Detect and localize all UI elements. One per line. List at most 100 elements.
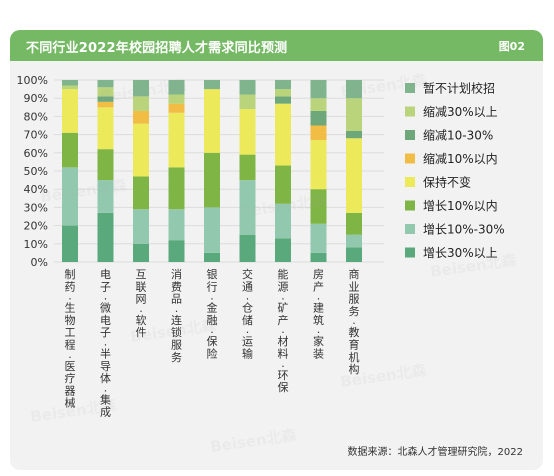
bar-segment — [97, 87, 114, 97]
bar-segment — [168, 240, 185, 262]
legend-swatch — [405, 83, 415, 93]
bar-segment — [62, 225, 78, 262]
bar-segment — [275, 96, 291, 104]
bar-segment — [275, 80, 291, 90]
bar-segment — [62, 167, 78, 226]
y-tick-label: 100% — [17, 74, 48, 87]
x-tick-label: 互联网·软件 — [136, 268, 147, 339]
bar-segment — [275, 238, 291, 262]
bar-segment — [97, 149, 114, 181]
legend-swatch — [405, 153, 415, 164]
bar-segment — [275, 203, 291, 239]
bar-segment — [204, 252, 220, 262]
bar-segment — [275, 103, 291, 166]
bar-segment — [133, 123, 149, 177]
bar-segment — [310, 223, 327, 253]
x-tick-label: 商业服务·教育机构 — [349, 267, 360, 376]
y-tick-label: 60% — [24, 147, 48, 160]
bar-segment — [239, 154, 256, 181]
bar-segment — [133, 96, 149, 111]
legend-swatch — [405, 200, 415, 211]
bar-segment — [204, 207, 220, 253]
y-tick-label: 20% — [24, 220, 48, 233]
y-tick-label: 0% — [31, 256, 48, 269]
stacked-bar-chart: 0% 10% 20% 30% 40% 50% 60% 70% 80% 90% 100% 制药·生物工程… — [17, 74, 505, 419]
bar-segment — [204, 152, 220, 208]
bar-segment — [62, 132, 78, 168]
bar-segment — [204, 80, 220, 90]
bar-segment — [310, 110, 327, 126]
bar-segment — [346, 138, 362, 213]
bar-segment — [97, 107, 114, 150]
legend-label: 缩减10-30% — [423, 128, 493, 143]
legend-label: 暂不计划校招 — [423, 81, 495, 96]
bar-segment — [310, 252, 327, 262]
bar-segment — [62, 85, 78, 90]
chart-card: 不同行业2022年校园招聘人才需求同比预测 图02 0% 10% 20% 30% 40%… — [10, 30, 543, 470]
bar-segment — [168, 103, 185, 113]
bar-segment — [239, 80, 256, 95]
bar-segment — [346, 98, 362, 131]
bar-segment — [204, 89, 220, 153]
bar-segment — [346, 130, 362, 139]
y-tick-label: 40% — [24, 183, 48, 196]
y-tick-label: 70% — [24, 129, 48, 142]
bar-segment — [133, 209, 149, 244]
legend-swatch — [405, 247, 415, 258]
bar-segment — [133, 110, 149, 124]
x-tick-label: 银行·金融·保险 — [207, 267, 218, 361]
bar-segment — [168, 112, 185, 168]
legend-label: 增长10%-30% — [423, 223, 505, 237]
bar-segment — [310, 189, 327, 224]
y-tick-label: 30% — [24, 201, 48, 214]
x-tick-label: 能源·矿产·材料·环保 — [278, 267, 289, 394]
bar-segment — [62, 80, 78, 86]
bar-segment — [97, 96, 114, 102]
title-bar: 不同行业2022年校园招聘人才需求同比预测 图02 — [10, 30, 543, 61]
chart-title: 不同行业2022年校园招聘人才需求同比预测 — [26, 41, 288, 56]
bar-segment — [239, 180, 256, 235]
bar-segment — [97, 212, 114, 262]
bar-segment — [310, 125, 327, 141]
x-tick-label: 制药·生物工程·医疗器械 — [65, 268, 76, 410]
bar-segment — [239, 109, 256, 155]
x-tick-label: 消费品·连锁服务 — [171, 267, 182, 364]
bar-segment — [62, 89, 78, 133]
bar-segment — [346, 80, 362, 99]
bar-segment — [168, 80, 185, 95]
x-tick-label: 房产·建筑·家装 — [313, 268, 324, 361]
y-tick-label: 10% — [24, 238, 48, 251]
legend-swatch — [405, 130, 415, 140]
bar-segment — [346, 212, 362, 235]
bar-segment — [97, 101, 114, 108]
figure-label: 图02 — [498, 40, 525, 53]
bar-segment — [310, 80, 327, 99]
bar-segment — [239, 94, 256, 110]
legend-label: 缩减30%以上 — [423, 104, 498, 119]
legend-swatch — [405, 106, 415, 117]
bar-segment — [133, 243, 149, 262]
y-tick-label: 80% — [24, 110, 48, 123]
bar-segment — [346, 247, 362, 262]
legend-swatch — [405, 177, 415, 187]
legend-label: 缩减10%以内 — [423, 151, 498, 166]
legend-label: 增长30%以上 — [423, 246, 498, 260]
bar-segment — [346, 234, 362, 248]
bar-segment — [310, 98, 327, 111]
x-tick-label: 电子·微电子·半导体·集成 — [100, 268, 111, 419]
x-tick-label: 交通·仓储·运输 — [242, 267, 253, 361]
bar-segment — [239, 234, 256, 262]
bar-segment — [275, 165, 291, 204]
bar-segment — [97, 80, 114, 88]
bar-segment — [168, 209, 185, 241]
bar-segment — [168, 167, 185, 210]
bar-segment — [310, 140, 327, 190]
y-tick-label: 90% — [24, 92, 48, 105]
bar-segment — [168, 94, 185, 104]
y-tick-label: 50% — [24, 165, 48, 178]
bar-segment — [97, 180, 114, 213]
legend-swatch — [405, 224, 415, 234]
bar-segment — [275, 89, 291, 97]
bar-segment — [133, 80, 149, 97]
legend-label: 保持不变 — [423, 175, 471, 190]
